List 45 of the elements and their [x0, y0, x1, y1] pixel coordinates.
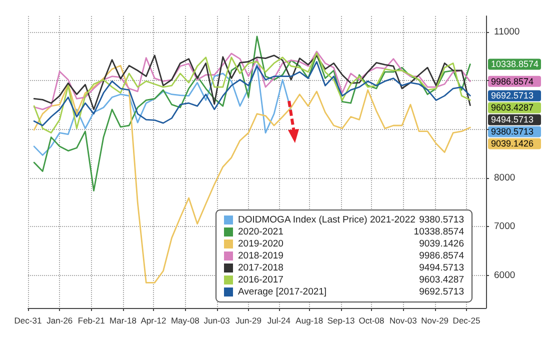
legend-label: 2016-2017 — [238, 274, 284, 286]
line-series — [33, 52, 471, 134]
x-tick-label: Jun-29 — [235, 316, 262, 326]
annotation: 9380.5713 — [419, 214, 464, 226]
x-tick-label: Nov-29 — [421, 316, 449, 326]
x-tick-label: Jun-03 — [204, 316, 230, 326]
legend-label: 2019-2020 — [238, 238, 284, 250]
x-tick-label: Sep-13 — [327, 316, 356, 326]
x-tick-label: Dec-25 — [452, 316, 480, 326]
x-tick-label: Dec-31 — [14, 316, 42, 326]
x-tick-label: Aug-18 — [296, 316, 324, 326]
text: 9603.4287 — [491, 102, 534, 113]
y-tick-label: 6000 — [494, 270, 516, 281]
line-series — [33, 64, 471, 284]
text: 9494.5713 — [491, 114, 534, 125]
legend-label: 2020-2021 — [238, 226, 284, 238]
line-series — [33, 36, 471, 192]
text: 9692.5713 — [491, 90, 534, 101]
y-tick-label: 11000 — [494, 26, 520, 38]
text: 9039.1426 — [491, 138, 534, 149]
x-tick-label: Nov-03 — [389, 316, 418, 326]
x-tick-label: Feb-21 — [78, 316, 106, 326]
x-tick-label: May-08 — [170, 316, 200, 326]
legend-label: Average [2017-2021] — [238, 286, 327, 298]
text: 9380.5713 — [491, 126, 534, 137]
annotation: 9494.5713 — [419, 262, 464, 274]
x-tick-label: Mar-18 — [110, 316, 137, 326]
line-series — [33, 61, 471, 126]
annotation: 9986.8574 — [419, 250, 464, 262]
x-tick-label: Jan-26 — [46, 316, 73, 326]
annotation: 9603.4287 — [419, 274, 464, 286]
x-tick-label: Jul-24 — [267, 316, 291, 326]
annotation: 9039.1426 — [419, 238, 464, 250]
legend-label: DOIDMOGA Index (Last Price) 2021-2022 — [238, 214, 416, 226]
y-tick-label: 8000 — [494, 172, 516, 184]
y-tick-label: 7000 — [494, 221, 516, 232]
x-tick-label: Apr-12 — [140, 316, 166, 326]
text: 9986.8574 — [491, 76, 534, 86]
annotation: 9692.5713 — [419, 286, 464, 298]
text: 10338.8574 — [491, 59, 539, 70]
legend-label: 2018-2019 — [238, 250, 284, 262]
annotation: 10338.8574 — [414, 226, 464, 238]
legend-label: 2017-2018 — [238, 262, 284, 274]
x-tick-label: Oct-08 — [358, 316, 385, 326]
line-series — [33, 64, 292, 156]
